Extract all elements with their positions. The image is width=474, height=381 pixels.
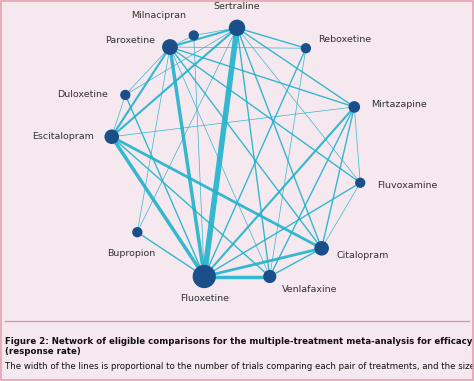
Point bbox=[201, 274, 208, 280]
Point bbox=[318, 245, 326, 251]
Point bbox=[350, 104, 358, 110]
Point bbox=[121, 92, 129, 98]
Point bbox=[266, 274, 273, 280]
Point bbox=[356, 180, 364, 186]
Point bbox=[190, 32, 198, 38]
Text: Mirtazapine: Mirtazapine bbox=[371, 100, 427, 109]
Text: Fluvoxamine: Fluvoxamine bbox=[377, 181, 437, 190]
Point bbox=[134, 229, 141, 235]
Text: Sertraline: Sertraline bbox=[214, 2, 260, 11]
Text: Bupropion: Bupropion bbox=[107, 249, 155, 258]
Text: Duloxetine: Duloxetine bbox=[57, 90, 108, 99]
Text: The width of the lines is proportional to the number of trials comparing each pa: The width of the lines is proportional t… bbox=[5, 362, 474, 371]
Text: Reboxetine: Reboxetine bbox=[319, 35, 372, 44]
Text: Venlafaxine: Venlafaxine bbox=[283, 285, 338, 294]
Point bbox=[302, 45, 310, 51]
Point bbox=[166, 44, 174, 50]
Text: Escitalopram: Escitalopram bbox=[32, 132, 94, 141]
Text: Milnacipran: Milnacipran bbox=[131, 11, 186, 20]
Text: Fluoxetine: Fluoxetine bbox=[180, 294, 229, 303]
Point bbox=[233, 25, 241, 31]
Text: Citalopram: Citalopram bbox=[337, 251, 389, 260]
Text: Figure 2: Network of eligible comparisons for the multiple-treatment meta-analys: Figure 2: Network of eligible comparison… bbox=[5, 337, 472, 356]
Point bbox=[108, 134, 116, 140]
Text: Paroxetine: Paroxetine bbox=[105, 36, 155, 45]
